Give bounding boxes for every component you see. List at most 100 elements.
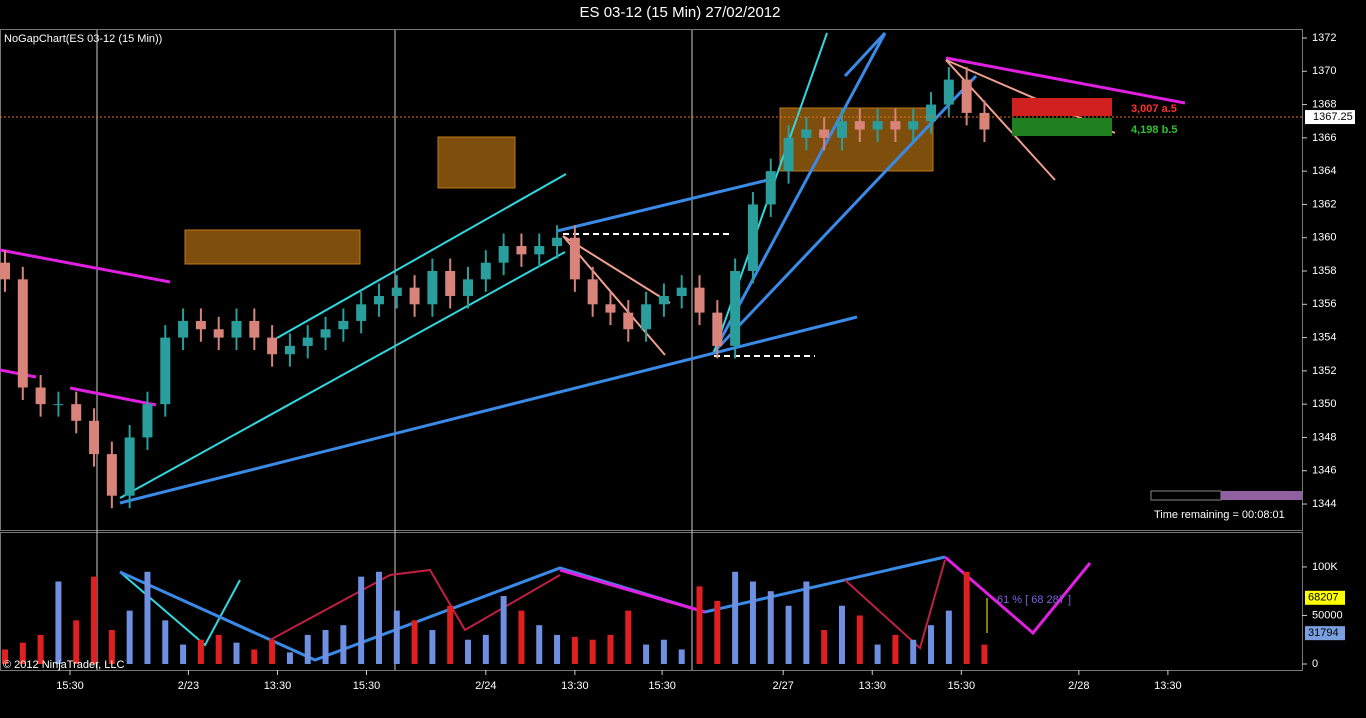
volume-bar: [500, 596, 507, 664]
y-tick-label: 1352: [1312, 365, 1336, 377]
y-tick-label: 100K: [1312, 561, 1338, 573]
x-tick-label: 13:30: [858, 680, 886, 692]
volume-bar: [144, 571, 151, 664]
candle-body: [498, 246, 509, 263]
trendline: [0, 248, 171, 284]
copyright: © 2012 NinjaTrader, LLC: [3, 659, 124, 671]
volume-marker: [1305, 626, 1345, 641]
volume-pane: [0, 532, 1303, 671]
volume-bar: [856, 615, 863, 664]
candle-body: [587, 279, 598, 305]
volume-bar: [963, 571, 970, 664]
x-tick-label: 2/27: [773, 680, 794, 692]
volume-bar: [286, 652, 293, 664]
x-tick-label: 15:30: [948, 680, 976, 692]
x-tick-label: 2/28: [1068, 680, 1089, 692]
y-tick-label: 1344: [1312, 498, 1336, 510]
candle-body: [641, 304, 652, 330]
volume-bar: [767, 591, 774, 664]
ask-depth: [1012, 98, 1112, 116]
volume-bar: [465, 639, 472, 664]
volume-bar: [340, 625, 347, 664]
volume-bar: [785, 605, 792, 664]
zigzag: [269, 568, 561, 641]
trendline: [712, 74, 978, 354]
volume-bar: [749, 581, 756, 664]
candle-body: [195, 320, 206, 330]
volume-bar: [571, 636, 578, 664]
volume-bar: [714, 600, 721, 664]
volume-bar: [19, 642, 26, 664]
candle-body: [213, 329, 224, 338]
candle-body: [338, 320, 349, 330]
candle-body: [445, 271, 456, 296]
candle-body: [391, 287, 402, 296]
candle-body: [676, 287, 687, 296]
candle-body: [35, 387, 46, 405]
y-tick-label: 1354: [1312, 331, 1336, 343]
volume-bar: [55, 581, 62, 664]
y-tick-label: 0: [1312, 658, 1318, 670]
x-tick-label: 13:30: [1154, 680, 1182, 692]
x-tick-label: 15:30: [56, 680, 84, 692]
volume-bar: [429, 630, 436, 664]
volume-zigzags: [119, 555, 1092, 662]
zone: [184, 229, 361, 265]
volume-bar: [945, 610, 952, 664]
candle-body: [605, 304, 616, 313]
levels: [563, 233, 815, 357]
volume-bar: [643, 644, 650, 664]
candle-body: [747, 204, 758, 272]
candle-body: [302, 337, 313, 346]
volume-bar: [358, 576, 365, 664]
volume-bar: [215, 634, 222, 664]
zigzag: [844, 559, 946, 650]
timer-fill: [1221, 491, 1302, 500]
price-pane: [0, 29, 1303, 531]
candle-body: [373, 295, 384, 305]
volume-marker-label: 31794: [1308, 627, 1339, 639]
candle-body: [801, 129, 812, 138]
volume-marker-label: 68207: [1308, 592, 1339, 604]
candle-body: [249, 320, 260, 338]
candle-body: [943, 79, 954, 105]
volume-bar: [803, 581, 810, 664]
candle-body: [908, 121, 919, 130]
last-price-label: 1367.25: [1313, 111, 1353, 123]
candle-body: [427, 271, 438, 305]
candle-body: [409, 287, 420, 305]
session-lines: [96, 30, 693, 670]
volume-bar: [482, 634, 489, 664]
volume-marker: [1305, 590, 1345, 605]
volume-bar: [304, 634, 311, 664]
volume-bar: [108, 630, 115, 664]
candle-body: [623, 312, 634, 330]
y-tick-label: 1364: [1312, 165, 1336, 177]
candle-body: [961, 79, 972, 113]
volume-bar: [251, 649, 258, 664]
y-tick-label: 1368: [1312, 98, 1336, 110]
y-tick-label: 1372: [1312, 32, 1336, 44]
volume-bar: [393, 610, 400, 664]
volume-bar: [126, 610, 133, 664]
candle-body: [569, 237, 580, 280]
candle-body: [17, 279, 28, 388]
candle-body: [658, 295, 669, 305]
volume-bar: [91, 576, 98, 664]
candle-body: [694, 287, 705, 313]
trendline: [945, 56, 1186, 105]
trendline: [712, 32, 887, 353]
y-tick-label: 1362: [1312, 198, 1336, 210]
x-tick-label: 13:30: [561, 680, 589, 692]
y-tick-label: 1348: [1312, 431, 1336, 443]
candle-body: [854, 121, 865, 130]
book-label: 4,198 b.5: [1131, 124, 1177, 136]
candle-body: [480, 262, 491, 280]
volume-bar: [411, 620, 418, 664]
volume-bar: [37, 634, 44, 664]
y-tick-label: 1358: [1312, 265, 1336, 277]
volume-bar: [589, 639, 596, 664]
channel-line: [562, 235, 671, 304]
